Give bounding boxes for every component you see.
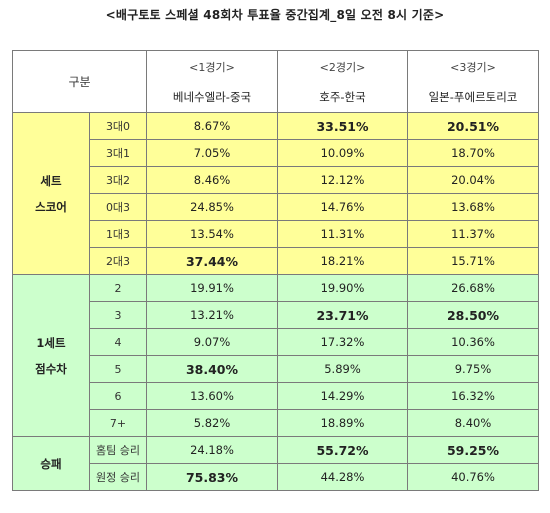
row-label: 5 [89, 355, 147, 383]
vote-rate-cell: 24.18% [146, 436, 278, 464]
group-label-line: 세트 [40, 173, 62, 188]
vote-rate-cell: 18.89% [277, 409, 408, 437]
game-teams: 일본-푸에르토리코 [428, 89, 518, 104]
vote-rate-cell: 18.70% [407, 139, 539, 167]
group-label-line: 1세트 [36, 335, 66, 350]
table-row: 3대1 7.05% 10.09% 18.70% [12, 139, 539, 167]
row-label: 4 [89, 328, 147, 356]
row-label: 6 [89, 382, 147, 410]
vote-rate-cell: 26.68% [407, 274, 539, 302]
table-row: 0대3 24.85% 14.76% 13.68% [12, 193, 539, 221]
table-row: 승패 홈팀 승리 24.18% 55.72% 59.25% [12, 436, 539, 491]
row-label: 3대1 [89, 139, 147, 167]
row-label: 3대2 [89, 166, 147, 194]
game-label: <3경기> [450, 60, 496, 74]
table-row: 5 38.40% 5.89% 9.75% [12, 355, 539, 383]
row-label: 2대3 [89, 247, 147, 275]
vote-rate-cell: 20.51% [407, 112, 539, 140]
row-label: 0대3 [89, 193, 147, 221]
vote-rate-cell: 10.09% [277, 139, 408, 167]
row-label: 7+ [89, 409, 147, 437]
vote-rate-cell: 37.44% [146, 247, 278, 275]
row-label: 2 [89, 274, 147, 302]
table-row: 3 13.21% 23.71% 28.50% [12, 301, 539, 329]
page-title: <배구토토 스페셜 48회차 투표율 중간집계_8일 오전 8시 기준> [105, 8, 445, 22]
vote-rate-cell: 10.36% [407, 328, 539, 356]
vote-rate-cell: 8.46% [146, 166, 278, 194]
group-label-line: 스코어 [35, 199, 67, 214]
vote-rate-cell: 11.31% [277, 220, 408, 248]
vote-rate-cell: 28.50% [407, 301, 539, 329]
row-label: 3 [89, 301, 147, 329]
table-row: 1세트 점수차 2 19.91% 19.90% 26.68% [12, 274, 539, 437]
vote-rate-cell: 24.85% [146, 193, 278, 221]
vote-rate-cell: 8.40% [407, 409, 539, 437]
vote-rate-cell: 12.12% [277, 166, 408, 194]
section-group-label: 승패 [12, 436, 90, 491]
vote-rate-cell: 13.21% [146, 301, 278, 329]
table-row: 3대2 8.46% 12.12% 20.04% [12, 166, 539, 194]
table-row: 세트 스코어 3대0 8.67% 33.51% 20.51% [12, 112, 539, 275]
game-label: <2경기> [319, 60, 366, 74]
vote-rate-cell: 19.91% [146, 274, 278, 302]
vote-rate-cell: 75.83% [146, 463, 278, 491]
game-label: <1경기> [189, 60, 235, 74]
vote-rate-cell: 14.76% [277, 193, 408, 221]
vote-rate-cell: 13.54% [146, 220, 278, 248]
vote-rate-cell: 14.29% [277, 382, 408, 410]
table-row: 6 13.60% 14.29% 16.32% [12, 382, 539, 410]
table-row: 2대3 37.44% 18.21% 15.71% [12, 247, 539, 275]
vote-rate-cell: 5.82% [146, 409, 278, 437]
vote-rate-cell: 55.72% [277, 436, 408, 464]
vote-rate-cell: 5.89% [277, 355, 408, 383]
group-label-line: 점수차 [35, 361, 67, 376]
vote-rate-cell: 23.71% [277, 301, 408, 329]
vote-rate-cell: 9.07% [146, 328, 278, 356]
header-game-1: <1경기> 베네수엘라-중국 [146, 50, 278, 113]
vote-rate-cell: 33.51% [277, 112, 408, 140]
table-row: 4 9.07% 17.32% 10.36% [12, 328, 539, 356]
header-game-3: <3경기> 일본-푸에르토리코 [407, 50, 539, 113]
header-game-2: <2경기> 호주-한국 [277, 50, 408, 113]
header-row: 구분 <1경기> 베네수엘라-중국 <2경기> 호주-한국 <3경기> 일본-푸… [12, 50, 539, 113]
vote-rate-cell: 20.04% [407, 166, 539, 194]
vote-rate-cell: 38.40% [146, 355, 278, 383]
vote-rate-cell: 44.28% [277, 463, 408, 491]
table-row: 7+ 5.82% 18.89% 8.40% [12, 409, 539, 437]
vote-rate-cell: 11.37% [407, 220, 539, 248]
table-row: 1대3 13.54% 11.31% 11.37% [12, 220, 539, 248]
header-guban: 구분 [12, 50, 147, 113]
vote-rate-cell: 18.21% [277, 247, 408, 275]
row-label: 홈팀 승리 [89, 436, 147, 464]
vote-rate-cell: 15.71% [407, 247, 539, 275]
game-teams: 호주-한국 [319, 89, 366, 104]
vote-rate-cell: 8.67% [146, 112, 278, 140]
vote-rate-cell: 40.76% [407, 463, 539, 491]
row-label: 원정 승리 [89, 463, 147, 491]
table-row: 원정 승리 75.83% 44.28% 40.76% [12, 463, 539, 491]
vote-rate-cell: 13.60% [146, 382, 278, 410]
game-teams: 베네수엘라-중국 [172, 89, 252, 104]
vote-rate-cell: 13.68% [407, 193, 539, 221]
group-label-line: 승패 [40, 456, 62, 471]
vote-rate-cell: 17.32% [277, 328, 408, 356]
vote-rate-cell: 59.25% [407, 436, 539, 464]
vote-rate-cell: 19.90% [277, 274, 408, 302]
vote-rate-cell: 7.05% [146, 139, 278, 167]
row-label: 1대3 [89, 220, 147, 248]
vote-rate-cell: 9.75% [407, 355, 539, 383]
row-label: 3대0 [89, 112, 147, 140]
vote-rate-cell: 16.32% [407, 382, 539, 410]
vote-rate-table: 구분 <1경기> 베네수엘라-중국 <2경기> 호주-한국 <3경기> 일본-푸… [12, 50, 539, 491]
